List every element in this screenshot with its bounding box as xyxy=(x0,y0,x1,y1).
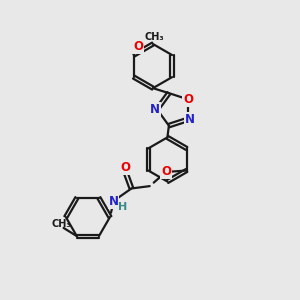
Text: CH₃: CH₃ xyxy=(145,32,165,41)
Text: N: N xyxy=(109,195,118,208)
Text: H: H xyxy=(118,202,127,212)
Text: N: N xyxy=(185,113,195,126)
Text: O: O xyxy=(161,166,171,178)
Text: O: O xyxy=(120,161,130,174)
Text: O: O xyxy=(134,40,143,53)
Text: CH₃: CH₃ xyxy=(51,219,71,229)
Text: N: N xyxy=(150,103,160,116)
Text: O: O xyxy=(183,93,193,106)
